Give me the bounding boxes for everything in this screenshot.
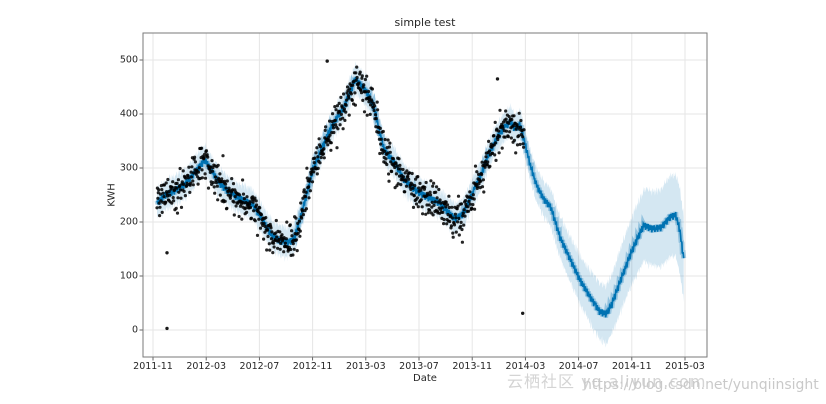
watermark-yunqi-community: 云栖社区 yq.aliyun.com — [507, 372, 707, 391]
x-tick-label: 2013-07 — [399, 361, 439, 372]
gridlines — [143, 33, 707, 357]
y-tick-label: 100 — [119, 270, 138, 282]
x-tick-label: 2011-11 — [133, 361, 173, 372]
y-tick-label: 400 — [119, 108, 138, 120]
chart-title: simple test — [394, 16, 456, 29]
x-tick-label: 2015-03 — [665, 361, 705, 372]
x-tick-label: 2012-03 — [186, 361, 227, 372]
uncertainty-band — [157, 61, 684, 348]
axis-tick-marks — [139, 59, 686, 361]
x-tick-label: 2012-11 — [292, 361, 333, 372]
x-tick-label: 2012-07 — [239, 361, 280, 372]
observation-dots — [155, 65, 526, 257]
x-tick-label: 2014-03 — [505, 361, 546, 372]
y-tick-label: 200 — [119, 216, 138, 228]
watermark-csdn-url: https://blog.csdn.net/yunqiinsight — [583, 377, 819, 393]
y-tick-label: 300 — [119, 162, 138, 174]
y-tick-label: 500 — [119, 54, 138, 66]
x-tick-label: 2014-07 — [558, 361, 599, 372]
outlier-dots — [165, 59, 525, 331]
x-axis-label: Date — [413, 373, 437, 384]
x-tick-label: 2013-03 — [345, 361, 386, 372]
y-tick-label: 0 — [131, 324, 138, 336]
x-tick-label: 2013-11 — [452, 361, 493, 372]
x-tick-label: 2014-11 — [611, 361, 652, 372]
forecast-line — [156, 76, 685, 318]
plot-border — [142, 32, 708, 358]
